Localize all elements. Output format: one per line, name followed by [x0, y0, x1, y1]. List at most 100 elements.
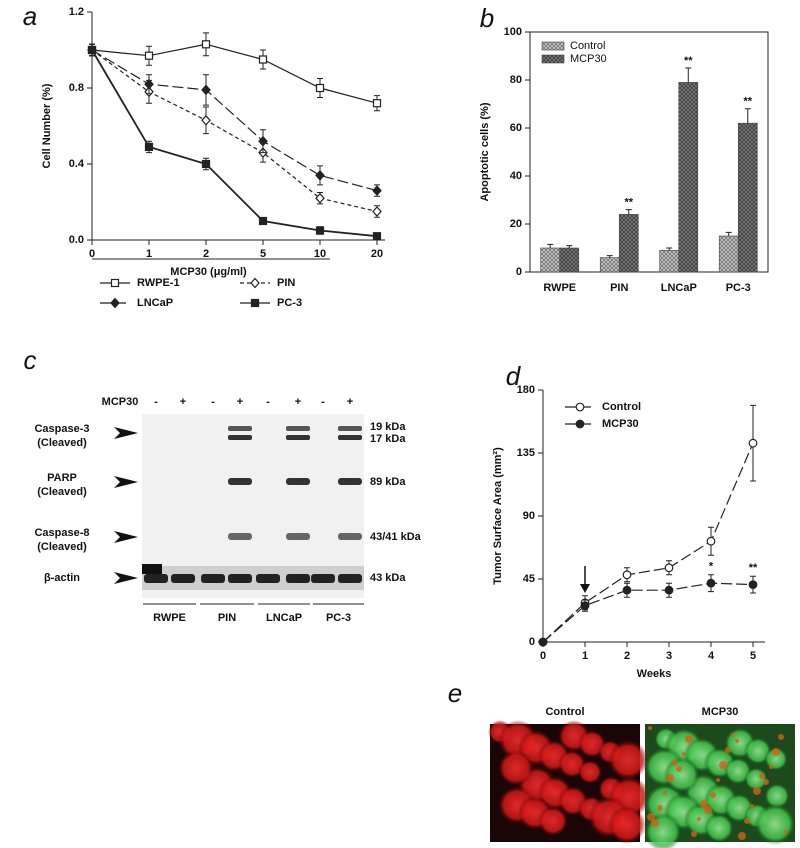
- cell-spot: [666, 774, 674, 782]
- y-tick-label: 20: [510, 218, 522, 230]
- bar: [599, 257, 620, 273]
- y-tick-label: 0: [529, 636, 535, 648]
- marker: [372, 99, 382, 108]
- series-line: [542, 582, 754, 643]
- size-marker: 17 kDa: [370, 433, 406, 445]
- y-tick-label: 0.4: [69, 158, 85, 170]
- band: [144, 574, 168, 583]
- cell: [578, 760, 602, 784]
- treatment-sign: -: [211, 396, 215, 408]
- bar: [559, 247, 580, 273]
- cell: [538, 806, 568, 836]
- cell-spot: [719, 761, 727, 769]
- series-line: [91, 49, 378, 238]
- legend-label: Control: [602, 401, 641, 413]
- marker: [372, 185, 382, 197]
- marker: [315, 83, 325, 93]
- panel-letter: a: [23, 1, 37, 31]
- marker: [258, 216, 268, 226]
- x-tick-label: 10: [314, 248, 326, 260]
- y-tick-label: 0.8: [69, 82, 84, 94]
- x-tick-label: 1: [582, 650, 588, 662]
- cell: [764, 783, 790, 809]
- band: [338, 533, 362, 540]
- marker: [372, 206, 382, 217]
- x-tick-label: PIN: [610, 282, 628, 294]
- cell-spot: [657, 805, 663, 811]
- legend-swatch: [541, 41, 565, 51]
- treatment-label: MCP30: [102, 396, 139, 408]
- y-axis-label: Cell Number (%): [41, 83, 53, 168]
- cell-spot: [651, 819, 659, 827]
- cell-spot: [700, 800, 708, 808]
- cell-spot: [685, 735, 693, 743]
- error-bar: [547, 243, 554, 248]
- cell-spot: [697, 817, 701, 821]
- marker: [622, 570, 632, 580]
- x-tick-label: 1: [146, 248, 152, 260]
- marker: [110, 297, 120, 309]
- annotation: **: [684, 55, 693, 67]
- band: [201, 574, 225, 583]
- cell-spot: [672, 760, 678, 766]
- treatment-sign: -: [321, 396, 325, 408]
- protein-name: Caspase-3: [34, 423, 89, 435]
- band: [228, 574, 252, 583]
- x-tick-label: 4: [708, 650, 715, 662]
- protein-note: (Cleaved): [37, 437, 87, 449]
- size-marker: 19 kDa: [370, 421, 406, 433]
- annotation: *: [709, 561, 714, 573]
- y-tick-label: 180: [517, 384, 535, 396]
- x-tick-label: PC-3: [726, 282, 751, 294]
- band: [338, 426, 362, 431]
- band: [286, 435, 310, 440]
- marker: [538, 637, 548, 647]
- marker: [144, 78, 154, 90]
- marker: [664, 585, 674, 595]
- y-axis-label: Apoptotic cells (%): [479, 102, 491, 201]
- marker: [201, 159, 211, 169]
- legend-swatch: [541, 54, 565, 64]
- marker: [144, 142, 154, 151]
- cell: [608, 740, 648, 780]
- band: [228, 478, 252, 485]
- cell-spot: [769, 765, 773, 769]
- cell-spot: [704, 806, 712, 814]
- y-tick-label: 100: [504, 26, 522, 38]
- legend-label: MCP30: [602, 418, 639, 430]
- cell-spot: [725, 747, 731, 753]
- y-tick-label: 80: [510, 74, 522, 86]
- error-bar: [566, 245, 573, 248]
- marker: [315, 226, 325, 235]
- cell-spot: [710, 792, 716, 798]
- series-line: [91, 43, 378, 104]
- cell-spot: [648, 726, 652, 730]
- group-label: PC-3: [326, 612, 351, 624]
- band: [338, 435, 362, 440]
- error-bar: [725, 231, 732, 236]
- blot-artifact: [142, 564, 162, 574]
- y-tick-label: 135: [517, 447, 535, 459]
- x-tick-label: 0: [540, 650, 546, 662]
- band: [228, 435, 252, 440]
- cell-spot: [759, 773, 765, 779]
- x-tick-label: 20: [371, 248, 383, 260]
- legend-label: PIN: [277, 277, 295, 289]
- protein-note: (Cleaved): [37, 541, 87, 553]
- protein-name: Caspase-8: [34, 527, 89, 539]
- group-label: RWPE: [153, 612, 186, 624]
- band: [338, 478, 362, 485]
- size-marker: 89 kDa: [370, 476, 406, 488]
- week-arrow: [580, 566, 590, 593]
- cell-spot: [763, 779, 769, 785]
- protein-note: (Cleaved): [37, 486, 87, 498]
- cell: [664, 757, 700, 793]
- marker: [748, 580, 758, 589]
- marker: [87, 45, 97, 55]
- marker: [110, 278, 120, 288]
- marker: [706, 536, 716, 546]
- marker: [250, 277, 260, 289]
- band: [286, 533, 310, 540]
- y-axis-label: Tumor Surface Area (mm²): [492, 447, 504, 585]
- y-tick-label: 0.0: [69, 234, 84, 246]
